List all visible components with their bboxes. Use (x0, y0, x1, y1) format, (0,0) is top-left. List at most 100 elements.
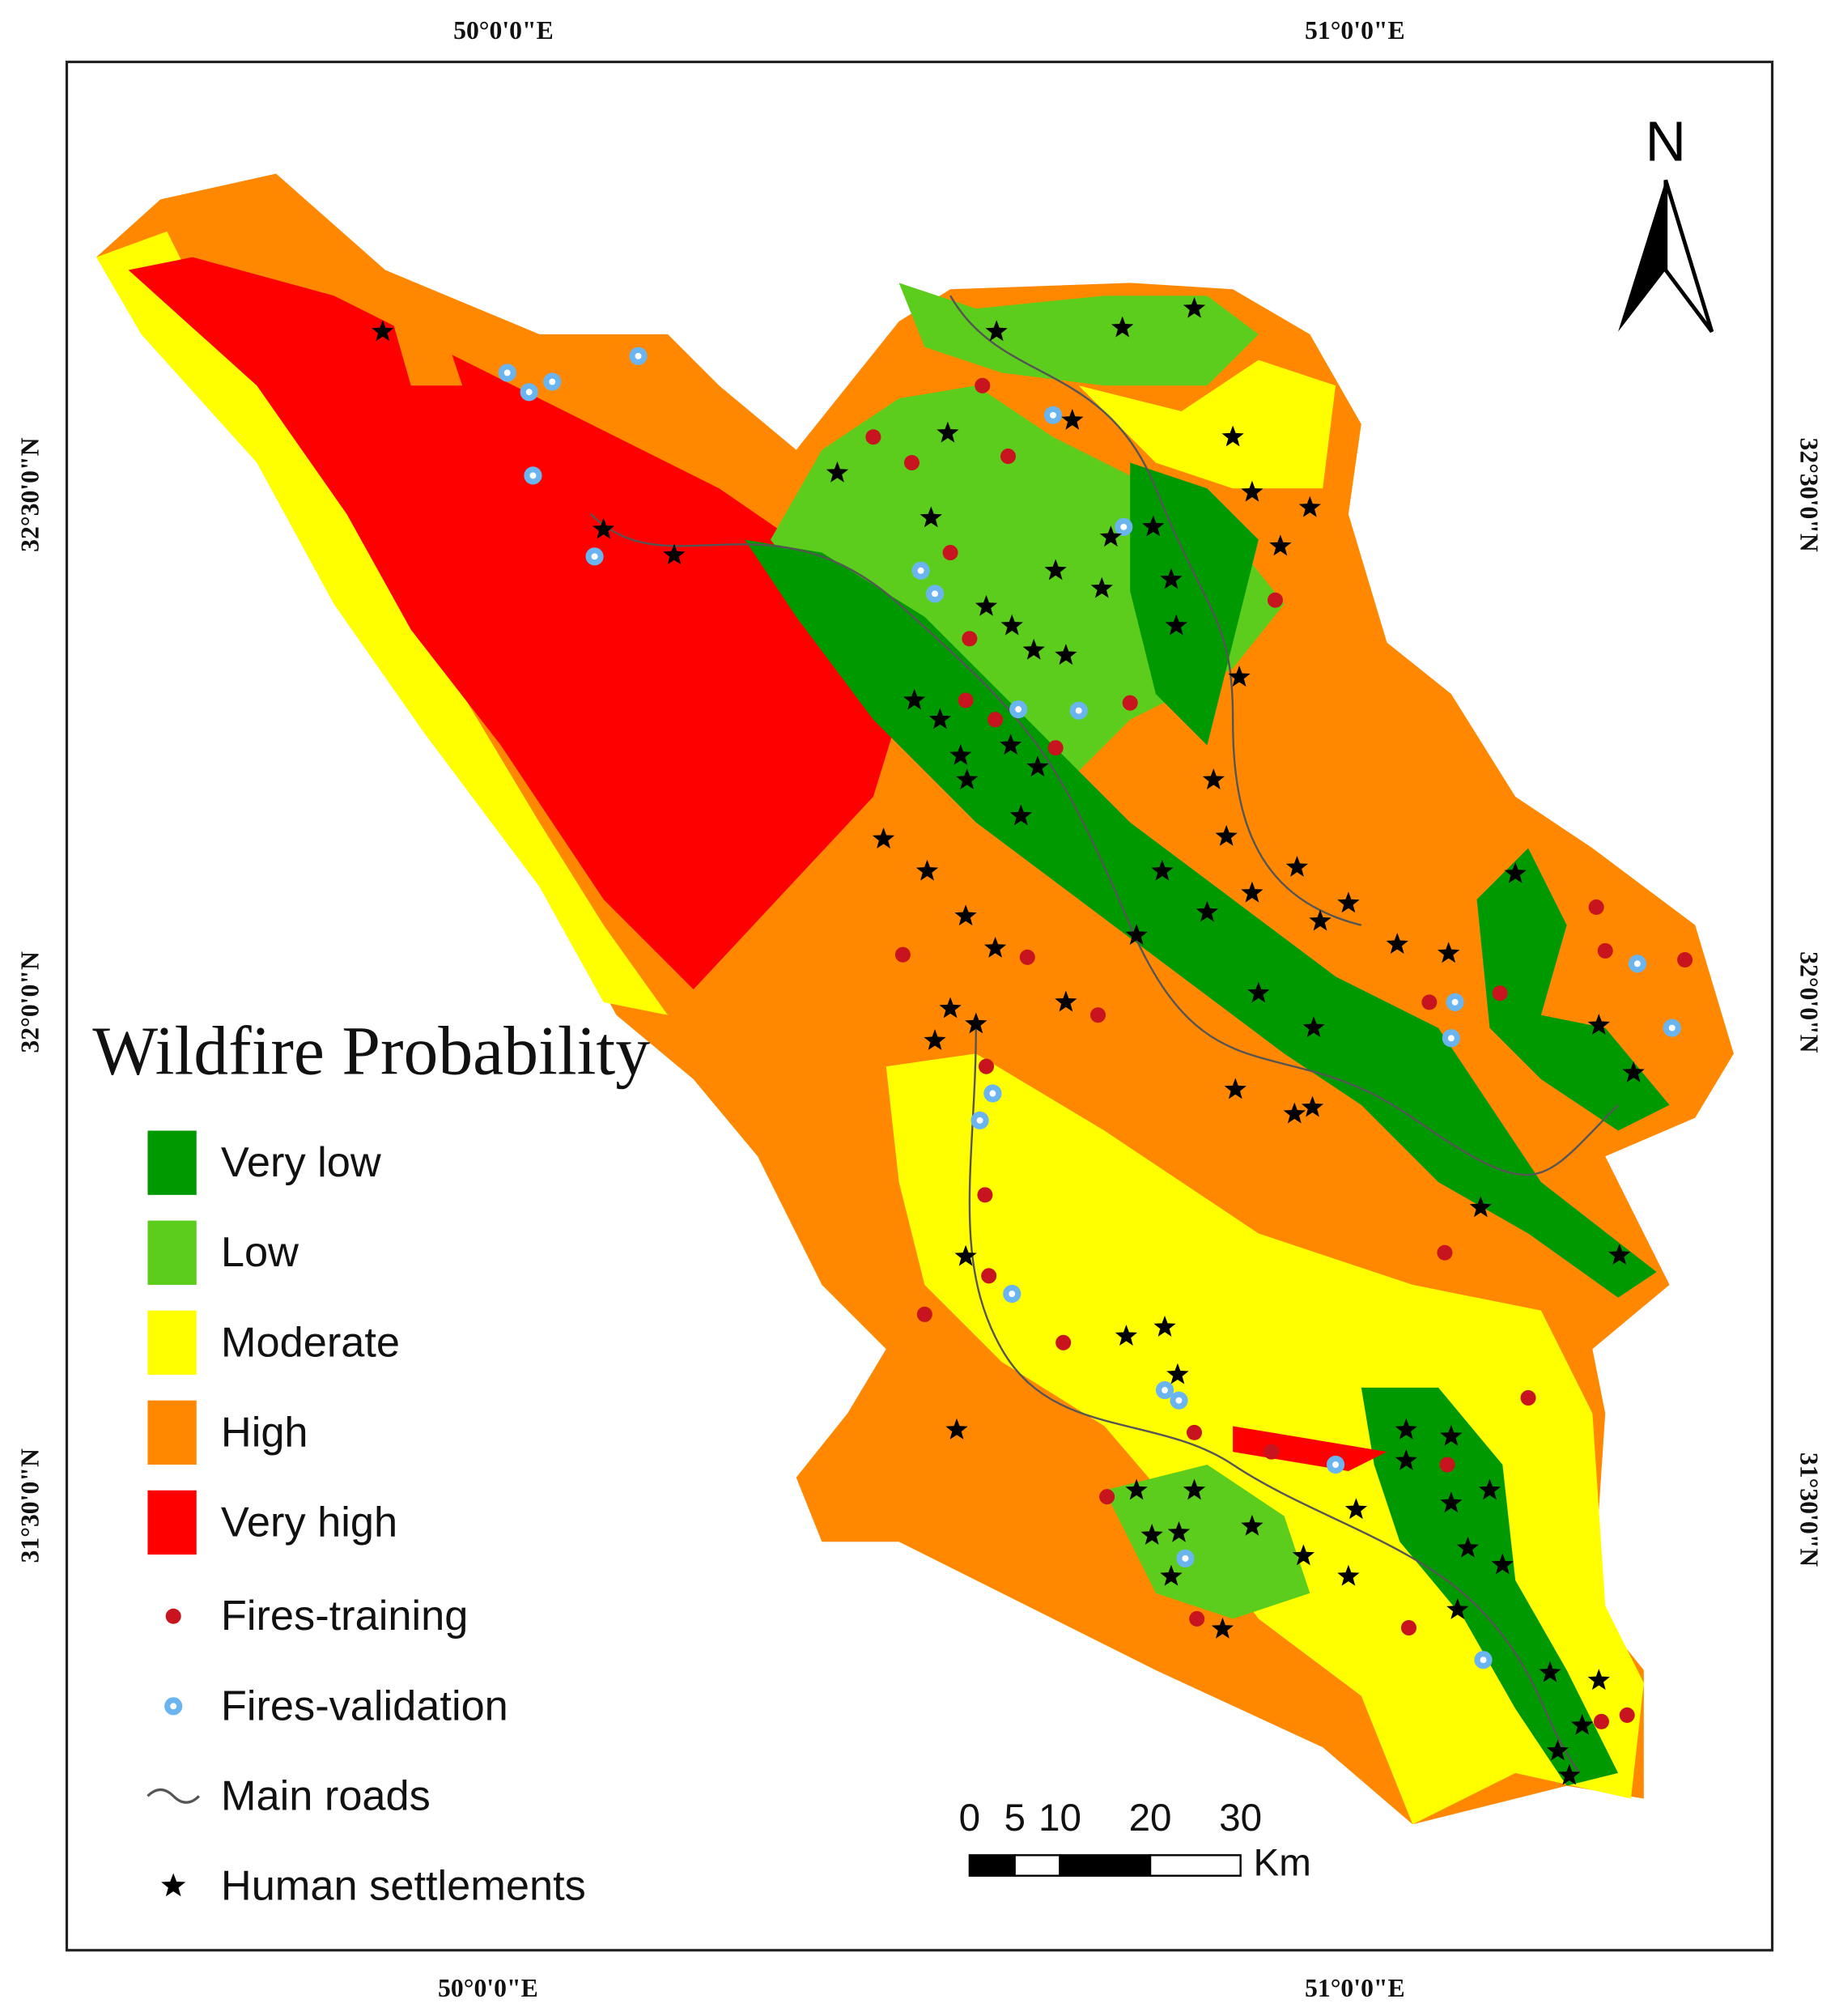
settlement-star (1298, 495, 1321, 517)
low-zone (898, 283, 1259, 386)
fire-training-point (1520, 1390, 1536, 1406)
fire-validation-center (1175, 1397, 1183, 1404)
fire-validation-center (525, 389, 533, 396)
latitude-label: 32°0'0"N (16, 951, 45, 1053)
settlement-star (1211, 1617, 1234, 1639)
settlement-star (1587, 1014, 1610, 1036)
fire-validation-center (1447, 1035, 1455, 1042)
longitude-label: 51°0'0"E (1305, 16, 1405, 45)
longitude-label: 51°0'0"E (1305, 1974, 1405, 2002)
fire-training-point (958, 692, 974, 708)
fire-validation-center (932, 590, 939, 598)
longitude-label: 50°0'0"E (453, 16, 554, 45)
fire-training-point (1122, 695, 1138, 711)
settlement-star (954, 904, 977, 926)
scale-segment (1059, 1854, 1152, 1877)
fire-validation-center (917, 567, 924, 574)
legend-title: Wildfire Probability (92, 1013, 650, 1090)
fire-training-point (942, 545, 958, 561)
road (949, 295, 1362, 926)
settlement-star (1026, 755, 1049, 777)
settlement-star (1061, 408, 1084, 430)
very-low-zone (745, 539, 1657, 1298)
settlement-star (1228, 666, 1251, 687)
settlement-star (1160, 568, 1183, 589)
settlement-star (1183, 1478, 1206, 1500)
settlement-star (903, 688, 926, 710)
legend: Very low Low Moderate High Very high Fires-tr… (147, 1130, 586, 1909)
moderate-zone (1078, 359, 1336, 489)
fire-training-point (1421, 994, 1438, 1010)
fire-validation-center (989, 1090, 996, 1097)
fire-validation-center (1480, 1657, 1487, 1664)
settlement-star (985, 320, 1008, 342)
fire-training-point (1047, 740, 1064, 756)
very-low-zone (1476, 848, 1670, 1131)
settlement-star (928, 708, 952, 729)
settlement-star (1302, 1016, 1325, 1038)
settlement-star (956, 768, 979, 789)
fire-validation-center (503, 369, 511, 376)
north-arrow (1618, 179, 1714, 334)
very-low-zone (1361, 1387, 1619, 1786)
scale-unit: Km (1254, 1842, 1311, 1885)
settlement-star (1309, 909, 1331, 931)
settlement-star (826, 461, 849, 483)
settlement-star (1395, 1418, 1417, 1440)
fire-validation-center (1668, 1024, 1675, 1031)
legend-label: Main roads (221, 1772, 431, 1819)
scale-tick-label: 5 (1004, 1797, 1025, 1839)
legend-swatch (147, 1310, 197, 1375)
legend-label: Very low (221, 1139, 381, 1186)
settlement-star (1247, 981, 1270, 1003)
fire-validation-center (1633, 960, 1641, 968)
settlement-star (1090, 576, 1113, 598)
fire-validation-center (1009, 1291, 1016, 1297)
labels: 50°0'0"E 51°0'0"E 50°0'0"E 51°0'0"E 32°3… (16, 16, 1824, 2002)
settlement-star (1202, 768, 1225, 789)
settlement-star (1044, 559, 1067, 581)
latitude-label: 32°30'0"N (16, 437, 45, 551)
fire-validation-center (1050, 411, 1056, 419)
settlement-star (1337, 891, 1360, 913)
settlement-star (1115, 1325, 1138, 1346)
settlement-star (1558, 1763, 1581, 1785)
fire-training-point (1000, 449, 1016, 465)
settlement-star (1153, 1315, 1176, 1337)
fire-training-point (1492, 985, 1508, 1002)
settlement-star (1055, 990, 1077, 1012)
settlement-star (1022, 638, 1045, 660)
settlement-star (1539, 1661, 1561, 1682)
very-low-zone (1130, 462, 1259, 746)
settlement-star (372, 320, 394, 342)
settlement-star (1608, 1244, 1631, 1265)
settlement-star (1440, 1424, 1463, 1446)
legend-swatch (147, 1130, 197, 1195)
settlement-star (1440, 1491, 1463, 1513)
legend-symbol (147, 1788, 201, 1804)
settlement-star (1009, 804, 1032, 826)
fire-validation-center (635, 352, 642, 359)
settlement-star (924, 1029, 946, 1051)
settlement-star (1221, 425, 1244, 447)
fire-training-point (894, 946, 911, 963)
settlement-star (945, 1418, 968, 1440)
settlement-star (1478, 1478, 1501, 1500)
settlement-star (1160, 1564, 1183, 1586)
fire-training-point (916, 1306, 932, 1322)
settlement-star (1344, 1498, 1368, 1520)
legend-label: Low (221, 1229, 299, 1276)
fire-training-point (977, 1187, 993, 1203)
settlement-star (1283, 1102, 1306, 1124)
latitude-label: 32°0'0"N (1794, 951, 1823, 1053)
settlement-star (1337, 1564, 1360, 1586)
fire-training-point (1619, 1707, 1635, 1723)
fire-training-point (1019, 949, 1035, 965)
settlement-star (1285, 855, 1309, 877)
settlement-star (1456, 1536, 1480, 1558)
fire-training-point (1400, 1620, 1417, 1636)
point-features (372, 296, 1693, 1785)
fire-training-point (1439, 1457, 1455, 1473)
